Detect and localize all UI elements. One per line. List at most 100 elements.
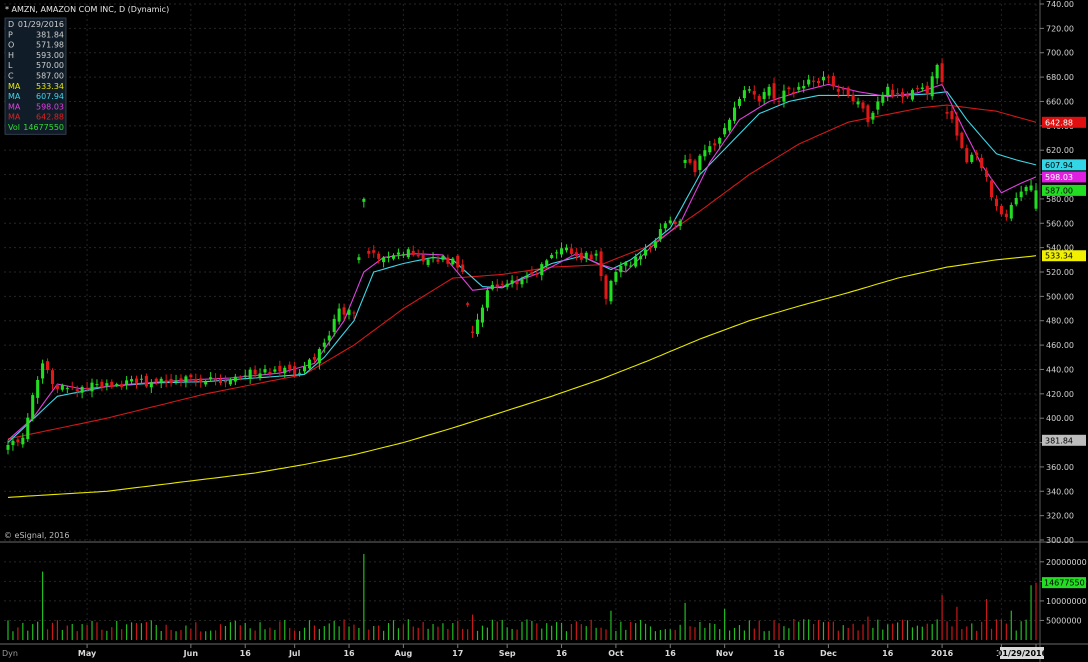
- candle-body: [41, 363, 45, 379]
- candle-body: [337, 308, 341, 322]
- candle-body: [21, 437, 25, 445]
- candle-body: [648, 246, 653, 248]
- candle-body: [905, 94, 910, 97]
- candle-body: [100, 381, 104, 388]
- candle-body: [693, 160, 697, 173]
- candle-body: [85, 387, 89, 390]
- candle-body: [16, 439, 20, 443]
- grid-lines: [4, 3, 1040, 640]
- candle-body: [11, 440, 15, 446]
- candle-body: [26, 417, 30, 439]
- candle-body: [332, 318, 336, 333]
- date-tick-label: Sep: [499, 649, 516, 658]
- date-tick-label: May: [78, 649, 97, 658]
- info-row-key: Vol: [8, 123, 20, 132]
- candle-body: [520, 279, 524, 285]
- candle-body: [703, 150, 707, 157]
- candle-body: [960, 132, 964, 148]
- price-tick-label: 420.00: [1046, 390, 1074, 399]
- info-row-key: H: [8, 51, 14, 60]
- candle-body: [589, 254, 593, 260]
- candle-body: [233, 376, 237, 382]
- candle-body: [248, 369, 252, 379]
- candle-body: [120, 384, 124, 387]
- price-tick-label: 700.00: [1046, 49, 1074, 58]
- candle-body: [1029, 185, 1033, 191]
- candle-body: [999, 205, 1003, 215]
- candle-body: [184, 376, 188, 382]
- candle-body: [925, 85, 929, 95]
- candle-body: [861, 102, 865, 109]
- price-badge: [1042, 116, 1086, 128]
- candle-body: [194, 378, 198, 382]
- info-row-value: 593.00: [36, 51, 64, 60]
- candle-body: [653, 241, 657, 248]
- candle-body: [144, 375, 148, 387]
- candle-body: [920, 87, 924, 90]
- candle-body: [604, 275, 608, 299]
- price-tick-label: 360.00: [1046, 463, 1074, 472]
- candle-body: [70, 386, 74, 388]
- candle-body: [945, 112, 949, 114]
- candle-body: [441, 256, 445, 260]
- info-row-value: 598.03: [36, 102, 64, 111]
- date-tick-label: 01/29/2016: [997, 649, 1048, 658]
- candle-body: [471, 331, 475, 333]
- candle-body: [149, 382, 153, 388]
- info-row-key: MA: [8, 82, 21, 91]
- candle-body: [218, 378, 223, 384]
- candle-body: [288, 364, 292, 370]
- price-badge: [1042, 159, 1086, 171]
- candle-body: [797, 86, 801, 90]
- candle-body: [46, 361, 50, 370]
- candle-body: [574, 252, 578, 256]
- candle-body: [90, 382, 94, 392]
- candle-body: [1014, 197, 1018, 205]
- candle-body: [639, 256, 643, 260]
- candle-body: [50, 370, 55, 385]
- candle-body: [475, 319, 480, 334]
- candle-body: [644, 249, 648, 256]
- candle-body: [258, 373, 262, 378]
- candle-body: [728, 119, 732, 131]
- candle-body: [416, 255, 420, 257]
- info-row-value: 571.98: [36, 41, 64, 50]
- candle-body: [372, 250, 376, 253]
- price-tick-label: 720.00: [1046, 24, 1074, 33]
- candle-body: [505, 283, 509, 287]
- info-row-key: P: [8, 30, 13, 39]
- info-row-value: 587.00: [36, 72, 64, 81]
- candle-body: [490, 284, 494, 290]
- candle-body: [312, 356, 316, 360]
- volume-panel-label: Dyn: [2, 649, 18, 658]
- candle-body: [831, 76, 835, 87]
- candlesticks: [6, 58, 1038, 455]
- info-row-key: MA: [8, 102, 21, 111]
- candle-body: [352, 312, 356, 314]
- candle-body: [95, 384, 99, 386]
- candle-body: [179, 378, 183, 383]
- candle-body: [560, 248, 564, 255]
- candle-body: [994, 198, 998, 207]
- candle-body: [396, 252, 400, 255]
- candle-body: [970, 154, 974, 163]
- candle-body: [401, 254, 405, 256]
- candle-body: [619, 265, 623, 273]
- candle-body: [821, 76, 826, 81]
- candle-body: [268, 371, 272, 374]
- price-tick-label: 400.00: [1046, 414, 1074, 423]
- candle-body: [327, 335, 331, 341]
- candle-body: [817, 80, 821, 84]
- candle-body: [1004, 213, 1008, 218]
- candle-body: [485, 290, 489, 308]
- candle-body: [214, 378, 218, 381]
- candle-body: [891, 89, 895, 96]
- candle-body: [555, 252, 559, 254]
- candle-body: [901, 92, 905, 98]
- candle-body: [777, 101, 781, 103]
- candle-body: [243, 375, 247, 377]
- info-row-value: 381.84: [36, 30, 64, 39]
- price-tick-label: 660.00: [1046, 97, 1074, 106]
- price-badge: [1042, 250, 1086, 262]
